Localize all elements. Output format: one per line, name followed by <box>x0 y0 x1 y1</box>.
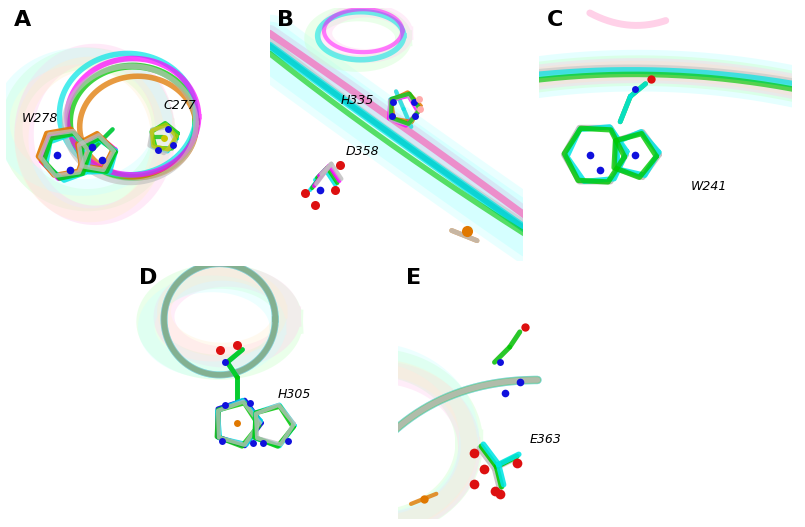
Text: C: C <box>547 9 564 30</box>
Text: W241: W241 <box>691 180 728 193</box>
Text: H335: H335 <box>341 94 374 107</box>
Text: B: B <box>277 9 294 30</box>
Text: E363: E363 <box>530 433 562 446</box>
Text: C277: C277 <box>163 99 196 112</box>
Text: D: D <box>138 268 157 288</box>
Text: W278: W278 <box>22 112 58 125</box>
Text: A: A <box>14 9 31 30</box>
Text: H305: H305 <box>278 388 312 401</box>
Text: E: E <box>406 268 421 288</box>
Text: D358: D358 <box>345 144 379 158</box>
